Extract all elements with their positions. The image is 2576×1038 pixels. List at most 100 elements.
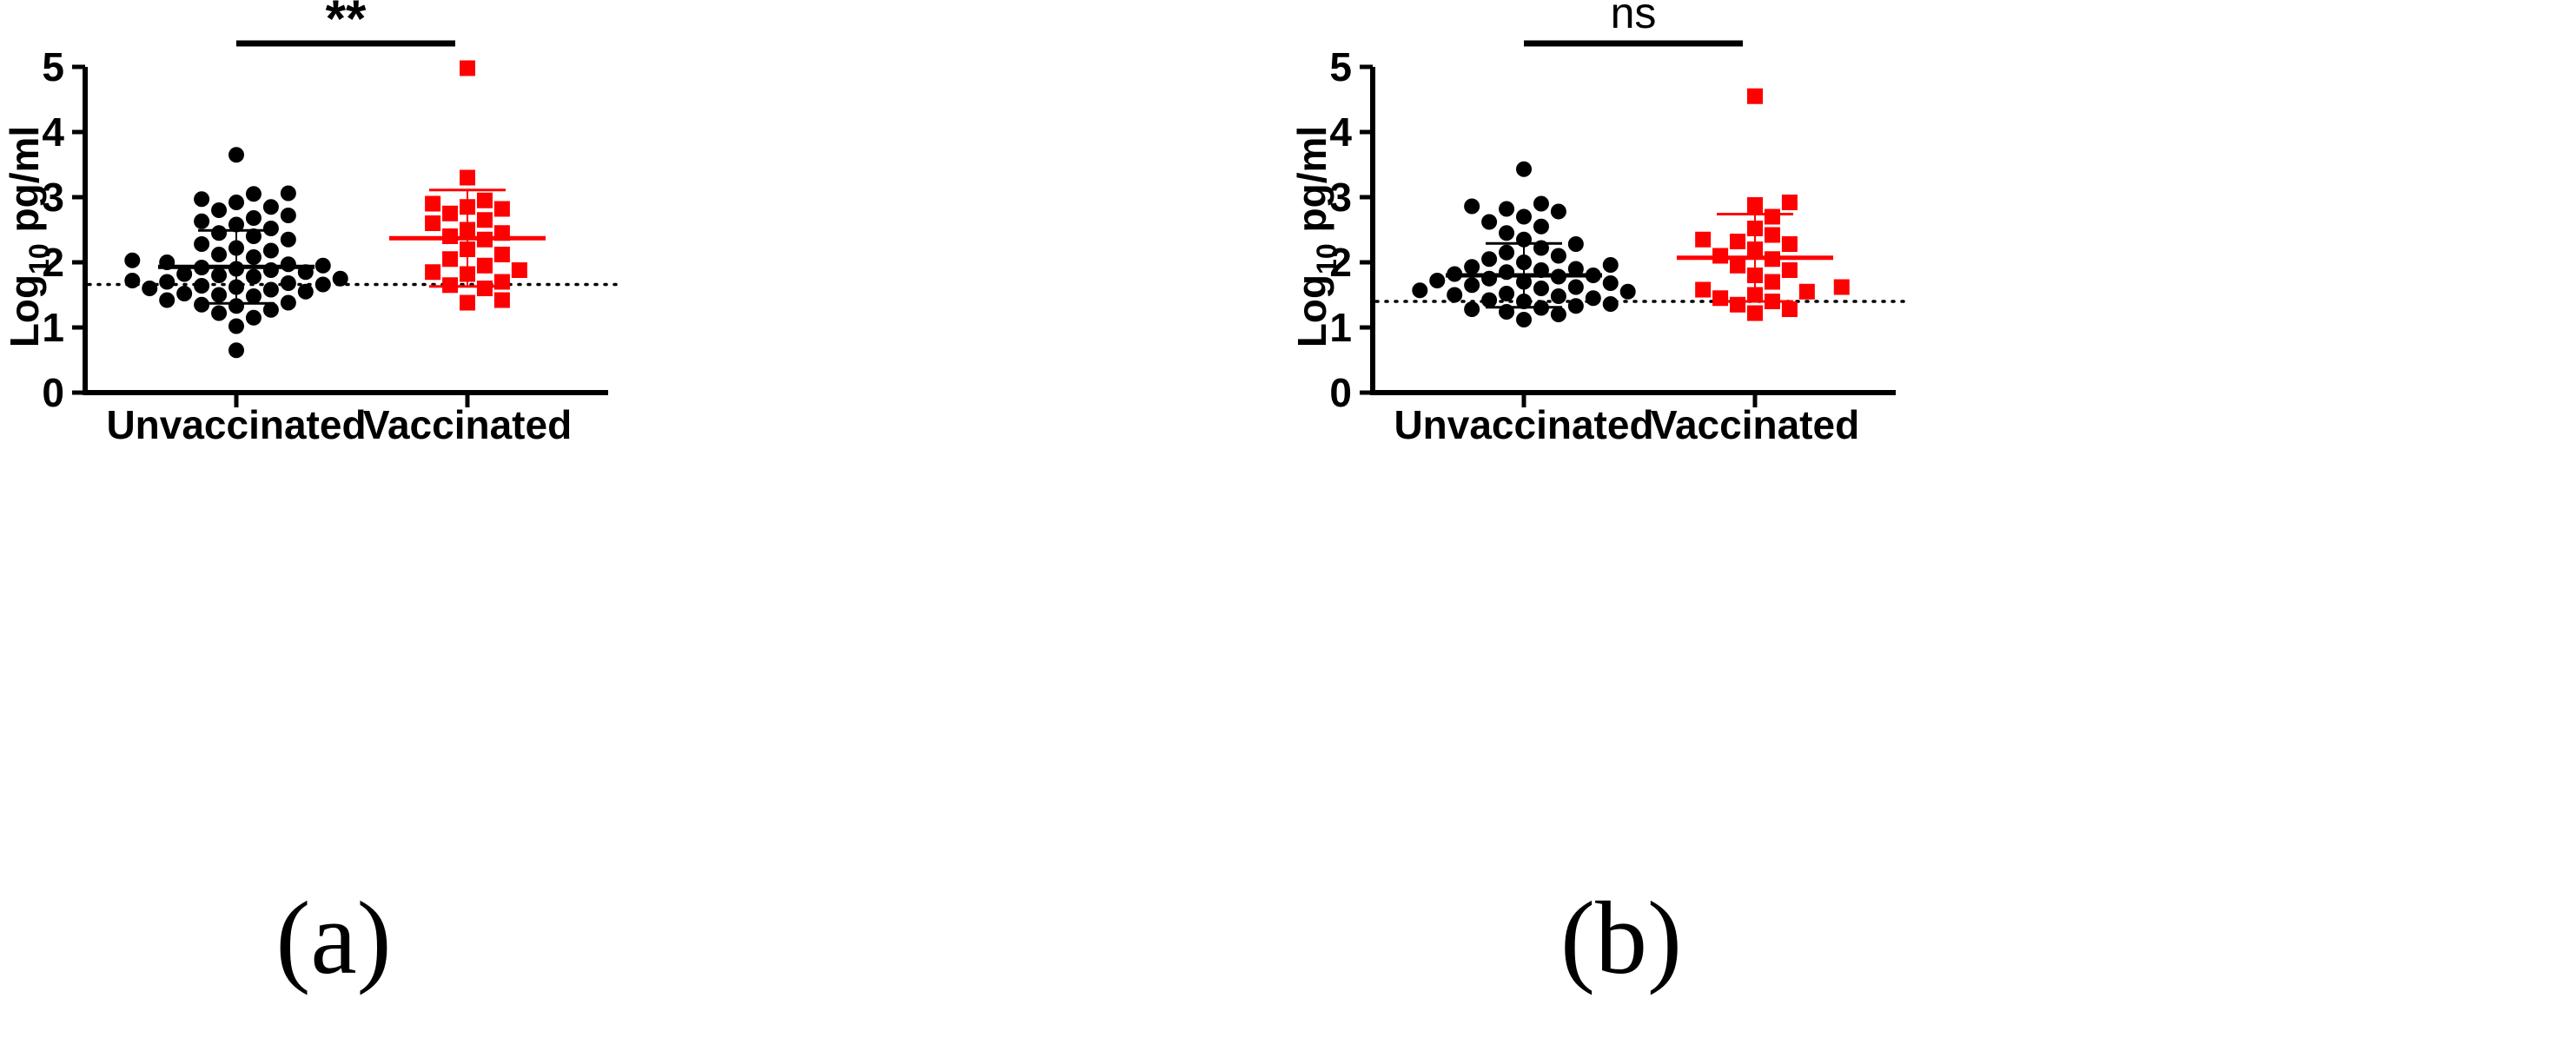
data-point — [1550, 248, 1566, 264]
data-point — [1550, 288, 1566, 304]
panel-label: (a) — [275, 880, 391, 995]
data-point — [194, 236, 210, 252]
y-tick-label: 0 — [1329, 370, 1352, 415]
y-tick-label: 4 — [1329, 109, 1352, 155]
data-point — [1464, 259, 1480, 275]
data-point — [262, 199, 279, 215]
y-tick-label: 1 — [42, 305, 64, 350]
data-point — [262, 301, 279, 318]
data-point — [1499, 286, 1515, 301]
data-point — [1499, 244, 1515, 261]
data-point — [176, 266, 193, 282]
data-point — [1412, 282, 1428, 299]
chart-panel-a: 0 1 2 3 4 5 Unvaccinated Vaccinated Log10 pg/ml *… — [2, 0, 622, 995]
data-point — [1781, 195, 1798, 210]
data-point — [442, 251, 459, 268]
data-point — [228, 342, 244, 359]
data-point — [245, 210, 262, 226]
y-axis-title-unit: pg/ml — [2, 126, 47, 243]
data-point — [1730, 257, 1746, 274]
significance-label: ns — [1611, 0, 1657, 37]
data-point — [1429, 273, 1446, 288]
data-point — [211, 305, 228, 321]
y-axis-title-subscript: 10 — [23, 243, 55, 274]
data-point — [159, 292, 175, 308]
data-point — [1499, 264, 1515, 281]
data-point — [1567, 298, 1584, 314]
data-point — [1533, 281, 1549, 296]
data-point — [159, 274, 175, 290]
data-point — [1730, 296, 1746, 313]
data-point — [1747, 305, 1763, 321]
data-point — [1833, 279, 1850, 295]
data-point — [280, 185, 296, 202]
y-tick-label: 3 — [1329, 175, 1352, 220]
y-tick-label: 1 — [1329, 305, 1352, 350]
data-point — [280, 294, 296, 311]
data-point — [1499, 225, 1515, 241]
data-point — [245, 288, 262, 304]
data-point — [1747, 197, 1763, 213]
y-tick-label: 2 — [1329, 240, 1352, 285]
data-point — [1567, 279, 1584, 295]
data-point — [228, 318, 244, 334]
data-point — [1781, 301, 1798, 317]
y-tick-label: 0 — [42, 370, 64, 415]
data-point — [1619, 283, 1636, 300]
data-point — [1550, 307, 1566, 322]
data-point — [1464, 277, 1480, 294]
data-point — [245, 249, 262, 265]
data-point — [425, 264, 441, 281]
y-tick-label: 3 — [42, 175, 64, 220]
significance-label: ** — [326, 0, 367, 48]
data-point — [211, 202, 228, 218]
y-tick-label: 2 — [42, 240, 64, 285]
data-point — [211, 268, 228, 283]
data-point — [228, 147, 244, 163]
data-point — [1602, 257, 1619, 273]
data-point — [245, 186, 262, 202]
data-point — [1481, 214, 1498, 230]
x-category-label: Vaccinated — [363, 402, 572, 447]
data-point — [1516, 312, 1532, 327]
data-point — [1747, 88, 1763, 104]
data-point — [460, 169, 475, 186]
data-point — [124, 252, 141, 268]
data-point — [176, 286, 193, 301]
data-point — [476, 281, 493, 296]
data-point — [493, 292, 510, 308]
y-tick-label: 4 — [42, 109, 64, 155]
data-point — [1764, 227, 1780, 243]
data-point — [280, 256, 296, 273]
data-point — [1516, 208, 1532, 225]
data-point — [493, 247, 510, 262]
data-point — [1781, 262, 1798, 278]
data-point — [262, 242, 279, 259]
data-point — [194, 278, 210, 294]
x-category-label: Unvaccinated — [1394, 402, 1653, 447]
x-category-label: Vaccinated — [1651, 402, 1859, 447]
data-point — [297, 283, 314, 300]
y-axis-title-unit: pg/ml — [1289, 126, 1334, 243]
data-point — [211, 225, 228, 241]
y-axis-title-main: Log — [2, 274, 47, 347]
data-point — [1567, 261, 1584, 277]
data-point — [1781, 236, 1798, 252]
data-point — [280, 208, 296, 223]
chart-panel-b: 0 1 2 3 4 5 Unvaccinated Vaccinated Log10 pg/ml n… — [1288, 0, 2575, 1038]
data-point — [228, 195, 244, 210]
data-point — [280, 231, 296, 248]
data-point — [425, 215, 441, 231]
data-point — [1585, 290, 1601, 307]
data-point — [245, 309, 262, 326]
data-point — [245, 268, 262, 285]
data-point — [211, 287, 228, 303]
data-point — [332, 270, 348, 287]
data-point — [228, 216, 244, 233]
data-point — [142, 281, 158, 296]
data-point — [1464, 301, 1480, 317]
data-point — [1516, 161, 1532, 177]
data-point — [1499, 201, 1515, 217]
y-axis-title-subscript: 10 — [1311, 243, 1342, 274]
y-tick-label: 5 — [1329, 44, 1352, 89]
